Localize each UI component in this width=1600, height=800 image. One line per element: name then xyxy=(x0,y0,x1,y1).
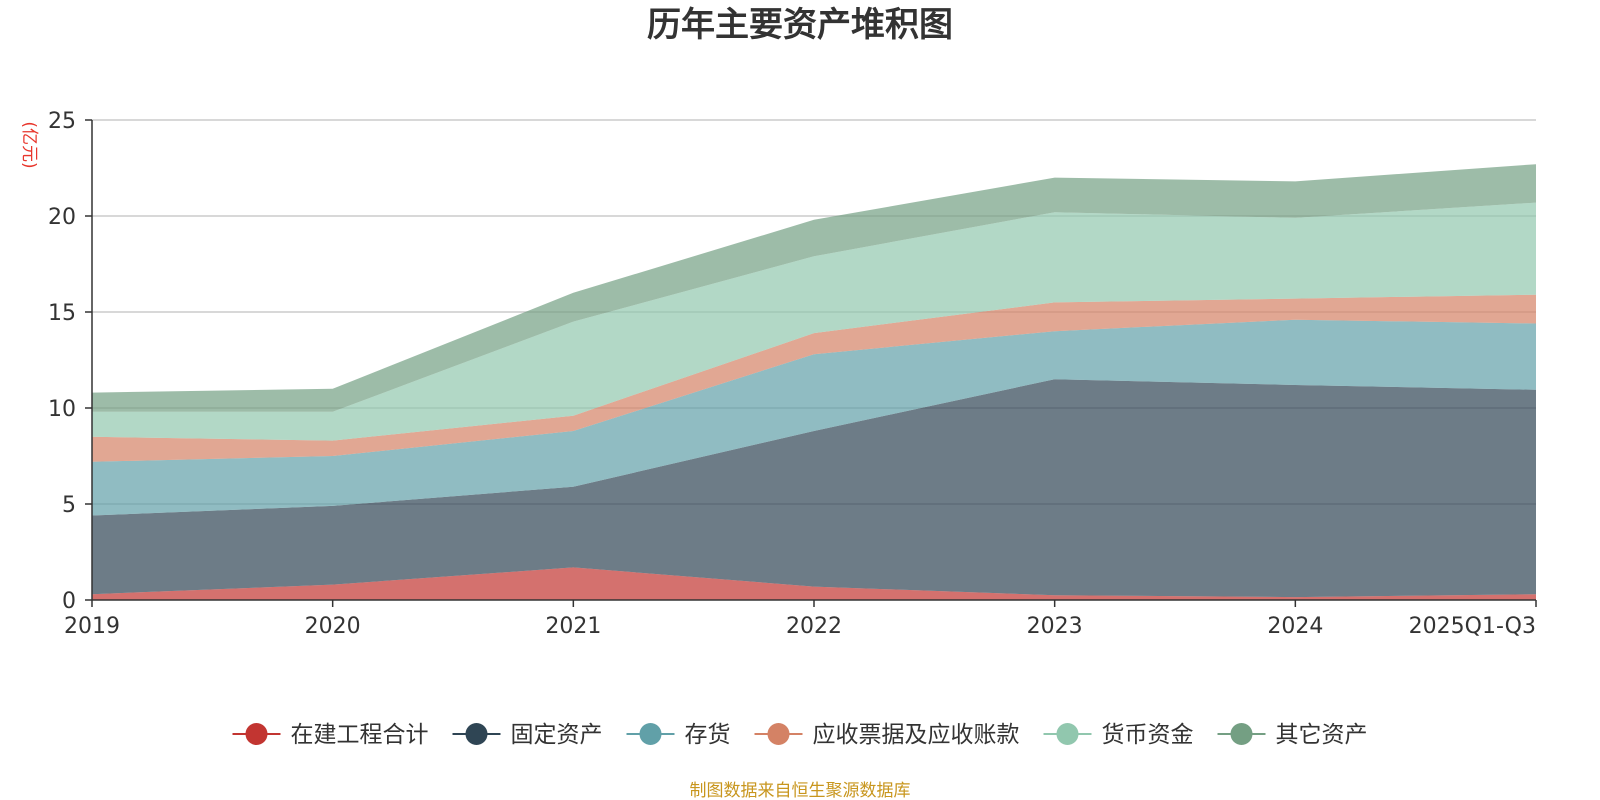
x-tick-label: 2025Q1-Q3 xyxy=(1409,614,1536,639)
x-tick-label: 2023 xyxy=(1027,614,1083,639)
legend-item[interactable]: 固定资产 xyxy=(452,722,603,748)
area-应收票据及应收账款 xyxy=(92,294,1536,462)
legend: 在建工程合计 固定资产 存货 应收票据及应收账款 货币资金 其它资产 xyxy=(232,722,1368,748)
x-tick-label: 2020 xyxy=(305,614,361,639)
axes: 2019 2020 2021 2022 2023 2024 2025Q1-Q3 xyxy=(64,119,1537,639)
y-axis-unit: (亿元) xyxy=(19,121,39,168)
chart-title: 历年主要资产堆积图 xyxy=(647,5,953,45)
legend-marker xyxy=(465,723,488,745)
x-tick-label: 2019 xyxy=(64,614,120,639)
data-source-note: 制图数据来自恒生聚源数据库 xyxy=(690,781,911,800)
legend-label: 存货 xyxy=(685,722,731,748)
legend-label: 其它资产 xyxy=(1276,722,1368,748)
y-tick-label: 5 xyxy=(62,493,76,518)
y-tick-label: 20 xyxy=(48,205,76,230)
y-tick-label: 0 xyxy=(62,589,76,614)
legend-item[interactable]: 其它资产 xyxy=(1217,722,1368,748)
area-货币资金 xyxy=(92,202,1536,441)
legend-label: 货币资金 xyxy=(1102,722,1194,748)
legend-marker xyxy=(1056,723,1079,745)
area-series xyxy=(92,164,1536,600)
area-存货 xyxy=(92,319,1536,516)
area-在建工程合计 xyxy=(92,567,1536,600)
area-其它资产 xyxy=(92,164,1536,412)
y-tick-label: 25 xyxy=(48,109,76,134)
legend-label: 在建工程合计 xyxy=(291,722,429,748)
legend-label: 应收票据及应收账款 xyxy=(813,722,1020,748)
legend-label: 固定资产 xyxy=(511,722,603,748)
y-tick-label: 10 xyxy=(48,397,76,422)
legend-marker xyxy=(1230,723,1253,745)
legend-marker xyxy=(767,723,790,745)
area-固定资产 xyxy=(92,379,1536,598)
legend-marker xyxy=(639,723,662,745)
y-tick-label: 15 xyxy=(48,301,76,326)
legend-marker xyxy=(245,723,268,745)
legend-item[interactable]: 应收票据及应收账款 xyxy=(754,722,1020,748)
legend-item[interactable]: 货币资金 xyxy=(1043,722,1194,748)
x-tick-label: 2021 xyxy=(545,614,601,639)
x-tick-label: 2022 xyxy=(786,614,842,639)
x-tick-label: 2024 xyxy=(1267,614,1323,639)
legend-item[interactable]: 在建工程合计 xyxy=(232,722,429,748)
legend-item[interactable]: 存货 xyxy=(626,722,731,748)
